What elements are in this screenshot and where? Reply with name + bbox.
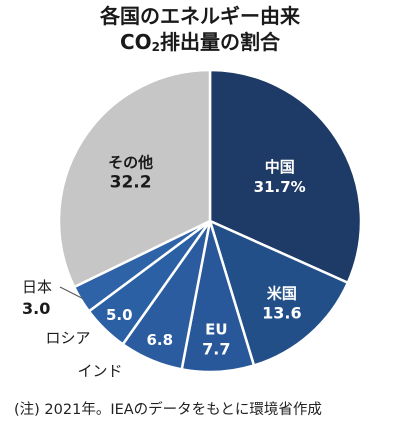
leader-line-5 xyxy=(59,286,83,299)
pie-slice-1 xyxy=(208,218,350,368)
source-note: (注) 2021年。IEAのデータをもとに環境省作成 xyxy=(14,402,322,418)
slice-name-label-0: 中国 xyxy=(265,158,295,176)
slice-name-label-5: 日本 xyxy=(22,278,52,296)
pie-slice-0 xyxy=(208,68,363,285)
chart-title-line1: 各国のエネルギー由来 xyxy=(100,4,300,28)
chart-title-co: CO xyxy=(119,30,152,54)
slice-value-label-2: 7.7 xyxy=(202,340,230,359)
pie-slice-6 xyxy=(57,68,212,289)
slice-value-label-3: 6.8 xyxy=(147,331,174,349)
slice-value-label-5: 3.0 xyxy=(22,299,50,318)
chart-title-rest: 排出量の割合 xyxy=(160,30,281,54)
slice-value-label-6: 32.2 xyxy=(110,172,152,192)
slice-value-label-1: 13.6 xyxy=(262,304,301,323)
slice-name-label-6: その他 xyxy=(108,153,153,171)
slice-value-label-0: 31.7% xyxy=(254,178,306,196)
slice-name-label-1: 米国 xyxy=(267,285,297,303)
slice-name-label-2: EU xyxy=(205,321,227,339)
slice-name-label-3: インド xyxy=(77,362,122,380)
chart-title-subscript: 2 xyxy=(151,40,161,54)
chart-title-line2: CO2排出量の割合 xyxy=(0,30,400,59)
slice-value-label-4: 5.0 xyxy=(106,306,133,324)
slice-name-label-4: ロシア xyxy=(45,329,90,347)
